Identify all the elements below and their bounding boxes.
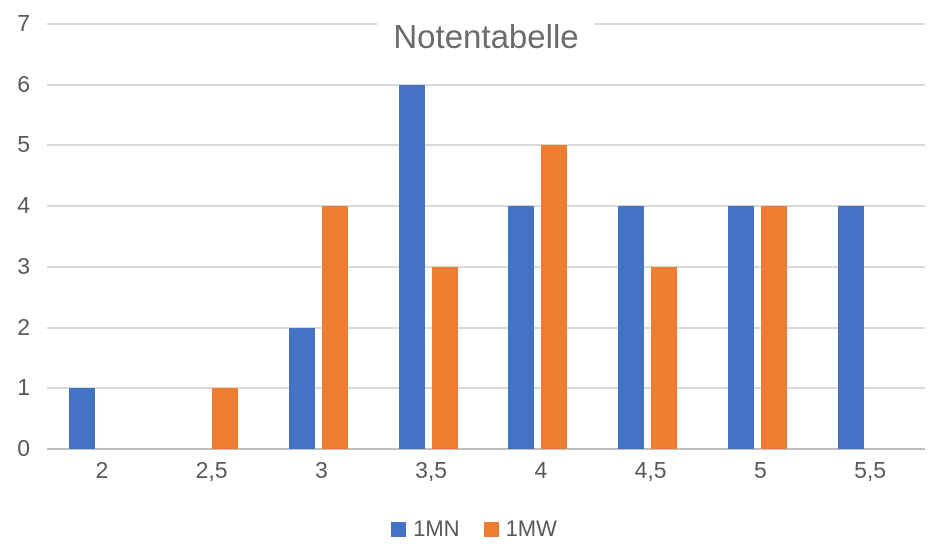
y-axis-label-0: 0 [17, 435, 30, 461]
bar-1MW-4,5 [651, 266, 678, 449]
gridline-2 [47, 326, 925, 329]
gridline-4 [47, 205, 925, 208]
bar-1MW-2,5 [212, 388, 239, 449]
y-axis-label-3: 3 [17, 252, 30, 279]
legend-entry-1mn: 1MN [391, 516, 460, 541]
y-axis-label-4: 4 [17, 192, 30, 219]
bar-1MN-5 [727, 206, 754, 449]
bar-1MN-4,5 [618, 206, 645, 449]
x-axis-label-2: 2 [95, 457, 109, 483]
x-axis-label-3,5: 3,5 [415, 457, 448, 483]
gridline-6 [47, 83, 925, 86]
x-axis-label-4: 4 [534, 457, 548, 483]
legend-label-1mw: 1MW [505, 516, 557, 541]
gridline-3 [47, 265, 925, 268]
y-axis-label-2: 2 [17, 313, 30, 340]
legend-swatch-1mw-icon [483, 521, 499, 537]
gridline-0 [47, 448, 925, 450]
bar-1MN-5,5 [837, 206, 864, 449]
bar-1MN-2 [69, 388, 96, 449]
bar-1MW-5 [760, 206, 787, 449]
y-axis-label-1: 1 [17, 374, 30, 401]
legend: 1MN 1MW [0, 518, 948, 540]
x-axis-label-5: 5 [753, 457, 767, 483]
legend-entry-1mw: 1MW [483, 516, 557, 541]
x-axis-label-2,5: 2,5 [195, 457, 228, 483]
y-axis-label-5: 5 [17, 131, 30, 158]
x-axis-label-5,5: 5,5 [854, 457, 887, 483]
chart-title: Notentabelle [377, 16, 595, 58]
bar-1MN-3,5 [398, 84, 425, 449]
legend-swatch-1mn-icon [391, 521, 407, 537]
gridline-5 [47, 144, 925, 147]
x-axis-label-3: 3 [314, 457, 328, 483]
bar-1MW-3,5 [431, 266, 458, 449]
y-axis-label-6: 6 [17, 70, 30, 97]
bar-1MW-3 [321, 206, 348, 449]
bar-1MN-3 [288, 327, 315, 449]
legend-label-1mn: 1MN [413, 516, 460, 541]
x-axis-label-4,5: 4,5 [634, 457, 667, 483]
y-axis-label-7: 7 [17, 10, 30, 36]
bar-1MN-4 [508, 206, 535, 449]
bar-1MW-4 [541, 145, 568, 449]
gridline-1 [47, 387, 925, 390]
